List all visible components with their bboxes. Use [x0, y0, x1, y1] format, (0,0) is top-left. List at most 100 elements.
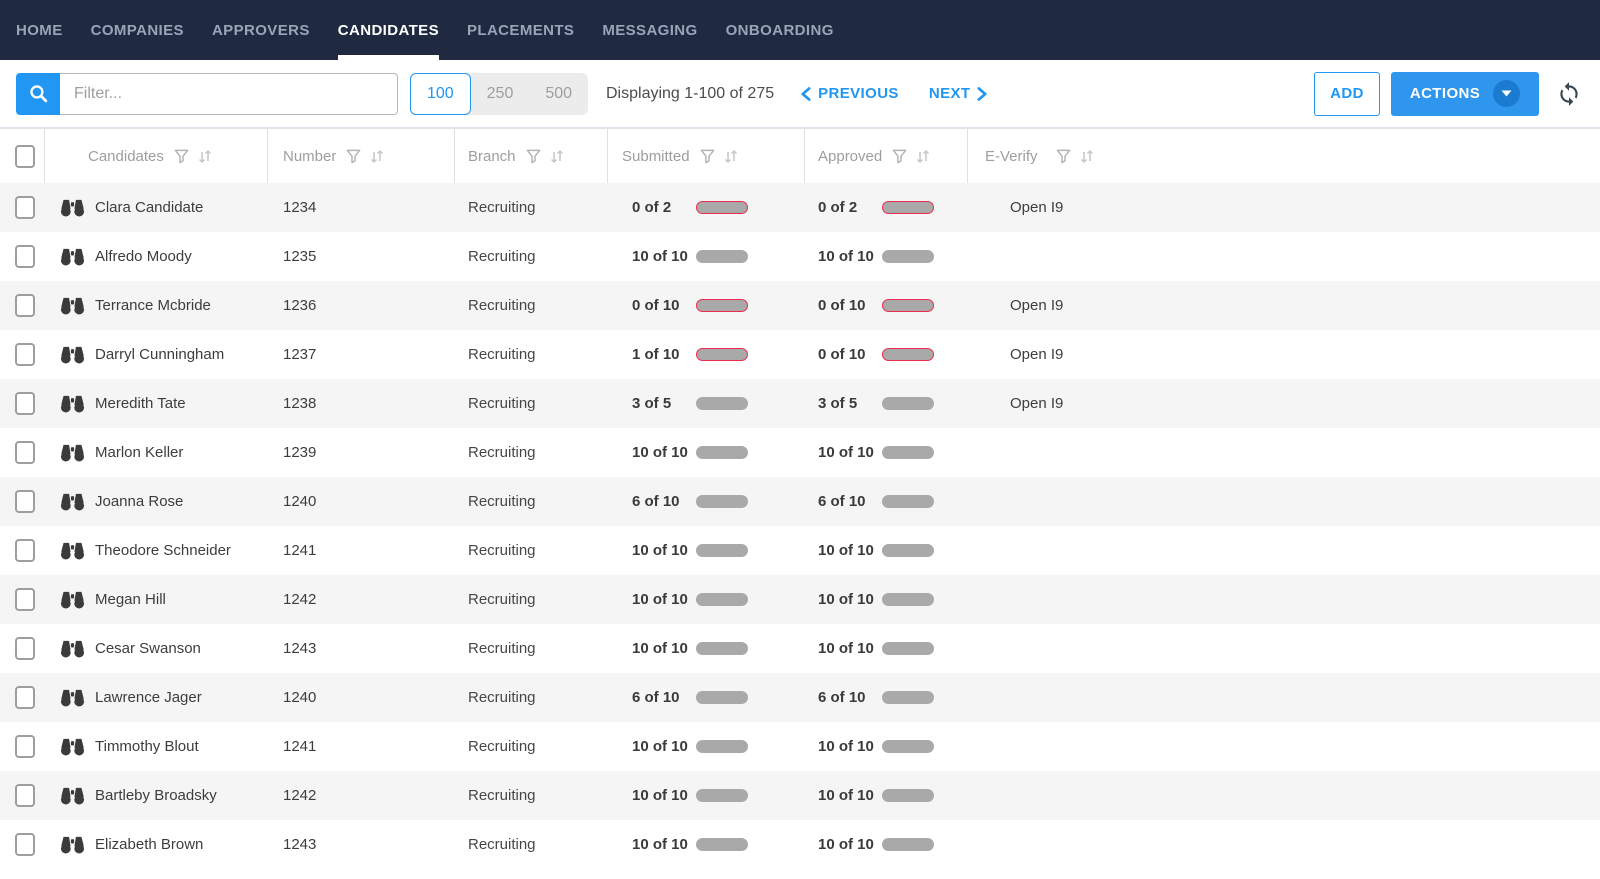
- row-checkbox[interactable]: [15, 539, 35, 562]
- nav-item-approvers[interactable]: APPROVERS: [211, 21, 310, 39]
- previous-button[interactable]: PREVIOUS: [800, 85, 899, 102]
- row-checkbox[interactable]: [15, 196, 35, 219]
- actions-dropdown-toggle[interactable]: [1493, 80, 1521, 107]
- sort-icon[interactable]: [1079, 149, 1095, 164]
- binoculars-icon[interactable]: [60, 736, 85, 757]
- binoculars-icon[interactable]: [60, 393, 85, 414]
- submitted-progress-bar: [696, 789, 748, 802]
- approved-progress-bar: [882, 544, 934, 557]
- candidate-number: 1238: [283, 395, 317, 412]
- nav-item-messaging[interactable]: MESSAGING: [602, 21, 698, 39]
- pager: PREVIOUS NEXT: [800, 85, 988, 102]
- sort-icon[interactable]: [915, 149, 931, 164]
- row-checkbox[interactable]: [15, 343, 35, 366]
- binoculars-icon[interactable]: [60, 295, 85, 316]
- row-checkbox[interactable]: [15, 784, 35, 807]
- table-row: Terrance Mcbride 1236 Recruiting 0 of 10…: [0, 281, 1600, 330]
- filter-funnel-icon[interactable]: [346, 149, 361, 164]
- submitted-progress-bar: [696, 642, 748, 655]
- everify-value: Open I9: [1010, 395, 1064, 412]
- table-row: Alfredo Moody 1235 Recruiting 10 of 10 1…: [0, 232, 1600, 281]
- page-size-500[interactable]: 500: [545, 84, 573, 102]
- table-row: Lawrence Jager 1240 Recruiting 6 of 10 6…: [0, 673, 1600, 722]
- candidate-number: 1237: [283, 346, 317, 363]
- row-checkbox[interactable]: [15, 637, 35, 660]
- branch-value: Recruiting: [468, 248, 536, 265]
- nav-item-candidates[interactable]: CANDIDATES: [337, 0, 440, 60]
- binoculars-icon[interactable]: [60, 785, 85, 806]
- approved-progress-bar: [882, 691, 934, 704]
- nav-item-placements[interactable]: PLACEMENTS: [466, 21, 575, 39]
- branch-value: Recruiting: [468, 297, 536, 314]
- submitted-progress-bar: [696, 740, 748, 753]
- candidate-number: 1236: [283, 297, 317, 314]
- row-checkbox[interactable]: [15, 833, 35, 856]
- binoculars-icon[interactable]: [60, 491, 85, 512]
- column-header-submitted: Submitted: [622, 147, 690, 165]
- filter-input[interactable]: [60, 72, 398, 115]
- row-checkbox[interactable]: [15, 490, 35, 513]
- page-size-100[interactable]: 100: [410, 72, 471, 115]
- select-all-checkbox[interactable]: [15, 144, 35, 168]
- submitted-cell: 6 of 10: [608, 477, 805, 526]
- row-checkbox[interactable]: [15, 294, 35, 317]
- binoculars-icon[interactable]: [60, 687, 85, 708]
- submitted-count: 0 of 2: [632, 199, 672, 216]
- table-row: Clara Candidate 1234 Recruiting 0 of 2 0…: [0, 183, 1600, 232]
- approved-count: 10 of 10: [818, 640, 874, 657]
- refresh-button[interactable]: [1554, 79, 1584, 109]
- filter-funnel-icon[interactable]: [892, 149, 907, 164]
- filter-funnel-icon[interactable]: [700, 149, 715, 164]
- approved-count: 3 of 5: [818, 395, 858, 412]
- add-button[interactable]: ADD: [1314, 71, 1380, 116]
- sort-icon[interactable]: [197, 149, 213, 164]
- table-row: Bartleby Broadsky 1242 Recruiting 10 of …: [0, 771, 1600, 820]
- filter-funnel-icon[interactable]: [1056, 149, 1071, 164]
- nav-item-companies[interactable]: COMPANIES: [90, 21, 184, 39]
- approved-count: 0 of 10: [818, 297, 866, 314]
- nav-item-onboarding[interactable]: ONBOARDING: [725, 21, 834, 39]
- candidate-name: Lawrence Jager: [95, 689, 202, 706]
- search-button[interactable]: [16, 72, 60, 115]
- approved-progress-bar: [882, 250, 934, 263]
- row-checkbox[interactable]: [15, 245, 35, 268]
- branch-value: Recruiting: [468, 787, 536, 804]
- nav-item-home[interactable]: HOME: [16, 21, 63, 39]
- row-checkbox[interactable]: [15, 392, 35, 415]
- approved-count: 10 of 10: [818, 444, 874, 461]
- binoculars-icon[interactable]: [60, 442, 85, 463]
- approved-progress-bar: [882, 495, 934, 508]
- binoculars-icon[interactable]: [60, 540, 85, 561]
- sort-icon[interactable]: [723, 149, 739, 164]
- approved-cell: 10 of 10: [805, 526, 968, 575]
- column-header-candidates: Candidates: [88, 147, 164, 165]
- row-checkbox[interactable]: [15, 588, 35, 611]
- submitted-cell: 10 of 10: [608, 575, 805, 624]
- approved-progress-bar: [882, 446, 934, 459]
- candidate-number: 1235: [283, 248, 317, 265]
- table-row: Meredith Tate 1238 Recruiting 3 of 5 3 o…: [0, 379, 1600, 428]
- next-button[interactable]: NEXT: [929, 85, 989, 102]
- approved-cell: 6 of 10: [805, 673, 968, 722]
- filter-funnel-icon[interactable]: [526, 149, 541, 164]
- filter-funnel-icon[interactable]: [174, 149, 189, 164]
- sort-icon[interactable]: [549, 149, 565, 164]
- row-checkbox[interactable]: [15, 686, 35, 709]
- binoculars-icon[interactable]: [60, 638, 85, 659]
- binoculars-icon[interactable]: [60, 246, 85, 267]
- previous-label: PREVIOUS: [818, 85, 899, 102]
- binoculars-icon[interactable]: [60, 344, 85, 365]
- actions-button[interactable]: ACTIONS: [1391, 71, 1539, 116]
- row-checkbox[interactable]: [15, 735, 35, 758]
- binoculars-icon[interactable]: [60, 197, 85, 218]
- sort-icon[interactable]: [369, 149, 385, 164]
- top-nav: HOME COMPANIES APPROVERS CANDIDATES PLAC…: [0, 0, 1600, 60]
- column-header-branch: Branch: [468, 147, 516, 165]
- binoculars-icon[interactable]: [60, 834, 85, 855]
- page-size-250[interactable]: 250: [486, 84, 514, 102]
- submitted-progress-bar: [696, 446, 748, 459]
- binoculars-icon[interactable]: [60, 589, 85, 610]
- submitted-progress-bar: [696, 348, 748, 361]
- branch-value: Recruiting: [468, 444, 536, 461]
- row-checkbox[interactable]: [15, 441, 35, 464]
